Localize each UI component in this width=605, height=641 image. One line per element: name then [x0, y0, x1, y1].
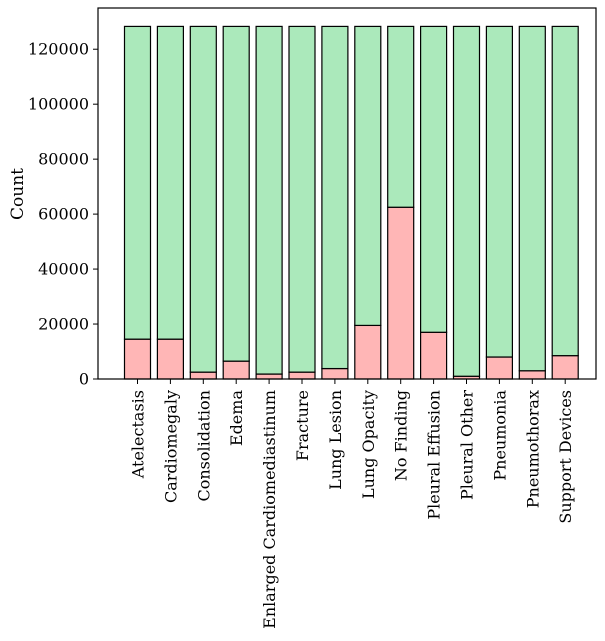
y-tick-label: 100000 — [28, 95, 89, 114]
y-tick-label: 60000 — [38, 205, 89, 224]
bar-fracture-segment-1 — [288, 371, 316, 380]
y-tick-label: 120000 — [28, 40, 89, 59]
x-tick-label: Enlarged Cardiomediastinum — [260, 390, 279, 629]
bar-pleural-effusion-segment-2 — [420, 25, 448, 333]
x-tick-label: Atelectasis — [129, 390, 148, 479]
x-tick-label: Consolidation — [194, 390, 213, 502]
y-tick-label: 40000 — [38, 260, 89, 279]
x-tick-label: Lung Lesion — [326, 390, 345, 490]
bar-fracture-segment-2 — [288, 25, 316, 373]
bar-pleural-other-segment-2 — [452, 25, 481, 377]
x-tick-label: Pneumonia — [490, 390, 509, 481]
bar-consolidation-segment-2 — [189, 25, 217, 373]
bar-lung-opacity-segment-2 — [354, 25, 382, 327]
bar-cardiomegaly-segment-1 — [156, 338, 184, 380]
x-tick-label: No Finding — [392, 390, 411, 481]
x-tick-label: Support Devices — [556, 390, 575, 524]
bar-lung-opacity-segment-1 — [354, 324, 382, 380]
y-tick-label: 80000 — [38, 150, 89, 169]
y-axis-label: Count — [8, 168, 28, 220]
y-tick-label: 20000 — [38, 315, 89, 334]
bar-pleural-effusion-segment-1 — [420, 331, 448, 380]
bar-pneumothorax-segment-1 — [518, 370, 546, 380]
x-tick-label: Pleural Effusion — [425, 390, 444, 520]
x-tick-label: Edema — [227, 390, 246, 447]
x-tick-label: Lung Opacity — [359, 390, 378, 499]
bar-enlarged-cardiomediastinum-segment-1 — [255, 373, 283, 380]
bar-consolidation-segment-1 — [189, 371, 217, 380]
x-tick-label: Fracture — [293, 390, 312, 461]
plot-frame — [97, 7, 597, 380]
bar-pneumonia-segment-1 — [485, 356, 513, 380]
bars-layer — [123, 25, 579, 380]
y-tick-label: 0 — [79, 370, 89, 389]
bar-atelectasis-segment-2 — [123, 25, 152, 340]
x-axis-ticks: Atelectasis Cardiomegaly Consolidation Edem… — [129, 379, 575, 629]
x-tick-label: Pleural Other — [458, 390, 477, 500]
x-tick-label: Cardiomegaly — [161, 390, 180, 503]
bar-edema-segment-1 — [222, 360, 250, 380]
bar-support-devices-segment-2 — [551, 25, 579, 357]
bar-no-finding-segment-1 — [387, 206, 415, 380]
x-tick-label: Pneumothorax — [523, 390, 542, 508]
bar-lung-lesion-segment-1 — [321, 367, 349, 380]
y-axis-ticks: 0 20000 40000 60000 80000 100000 120000 — [28, 40, 98, 389]
bar-support-devices-segment-1 — [551, 355, 579, 380]
bar-enlarged-cardiomediastinum-segment-2 — [255, 25, 283, 375]
bar-lung-lesion-segment-2 — [321, 25, 349, 370]
bar-pneumonia-segment-2 — [485, 25, 513, 358]
bar-edema-segment-2 — [222, 25, 250, 362]
bar-cardiomegaly-segment-2 — [156, 25, 184, 340]
bar-atelectasis-segment-1 — [123, 338, 152, 380]
bar-pneumothorax-segment-2 — [518, 25, 546, 372]
bar-no-finding-segment-2 — [387, 25, 415, 208]
